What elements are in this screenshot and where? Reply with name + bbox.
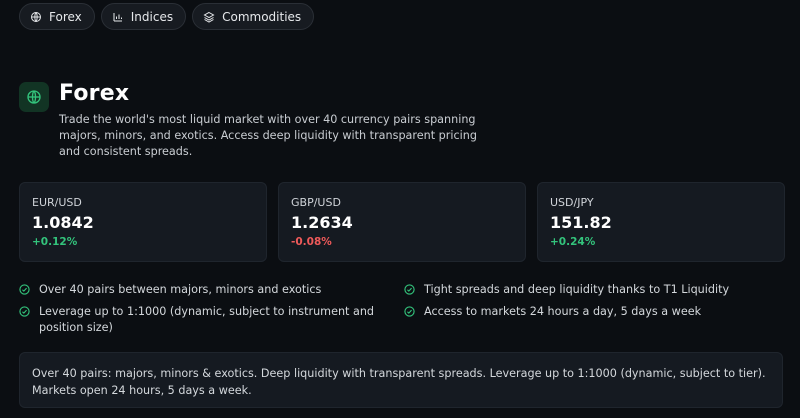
check-circle-icon (404, 282, 415, 300)
quote-cards: EUR/USD 1.0842 +0.12% GBP/USD 1.2634 -0.… (19, 182, 785, 262)
tab-label: Indices (130, 9, 174, 24)
quote-price: 1.0842 (32, 213, 94, 232)
feature-text: Leverage up to 1:1000 (dynamic, subject … (39, 305, 375, 334)
feature-item: Over 40 pairs between majors, minors and… (19, 282, 389, 300)
market-tabs: Forex Indices Commodities (19, 3, 315, 30)
page-description: Trade the world's most liquid market wit… (59, 113, 477, 158)
feature-item: Tight spreads and deep liquidity thanks … (404, 282, 784, 300)
quote-card-eurusd[interactable]: EUR/USD 1.0842 +0.12% (19, 182, 267, 262)
page-title: Forex (59, 81, 130, 106)
tab-forex[interactable]: Forex (19, 3, 95, 30)
feature-text: Tight spreads and deep liquidity thanks … (424, 283, 730, 296)
layers-icon (203, 11, 215, 23)
globe-icon (19, 82, 49, 112)
quote-change: +0.12% (32, 236, 78, 248)
quote-price: 1.2634 (291, 213, 353, 232)
quote-change: -0.08% (291, 236, 332, 248)
quote-pair: EUR/USD (32, 196, 82, 209)
feature-text: Over 40 pairs between majors, minors and… (39, 283, 322, 296)
feature-item: Access to markets 24 hours a day, 5 days… (404, 304, 784, 322)
bar-chart-icon (112, 11, 124, 23)
tab-commodities[interactable]: Commodities (192, 3, 315, 30)
quote-card-usdjpy[interactable]: USD/JPY 151.82 +0.24% (537, 182, 785, 262)
feature-item: Leverage up to 1:1000 (dynamic, subject … (19, 304, 389, 336)
check-circle-icon (19, 282, 30, 300)
globe-icon (30, 11, 42, 23)
tab-label: Forex (49, 9, 82, 24)
summary-box: Over 40 pairs: majors, minors & exotics.… (19, 352, 783, 408)
feature-text: Access to markets 24 hours a day, 5 days… (424, 305, 702, 318)
quote-pair: USD/JPY (550, 196, 594, 209)
summary-text: Over 40 pairs: majors, minors & exotics.… (32, 367, 766, 397)
check-circle-icon (19, 304, 30, 322)
quote-card-gbpusd[interactable]: GBP/USD 1.2634 -0.08% (278, 182, 526, 262)
quote-pair: GBP/USD (291, 196, 341, 209)
check-circle-icon (404, 304, 415, 322)
tab-indices[interactable]: Indices (100, 3, 187, 30)
tab-label: Commodities (222, 9, 302, 24)
quote-price: 151.82 (550, 213, 612, 232)
quote-change: +0.24% (550, 236, 596, 248)
